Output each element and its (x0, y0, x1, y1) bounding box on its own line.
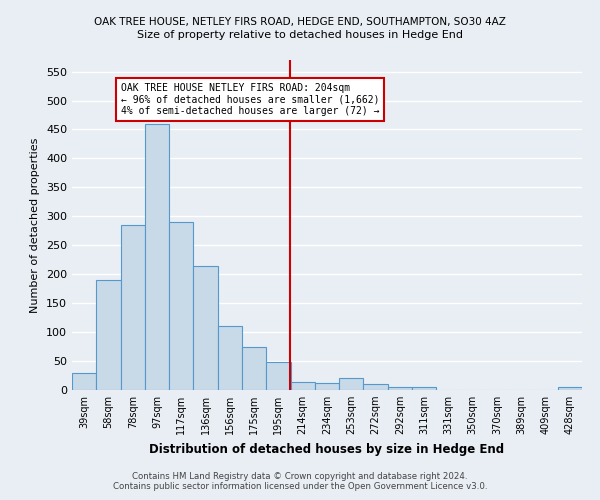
Text: OAK TREE HOUSE, NETLEY FIRS ROAD, HEDGE END, SOUTHAMPTON, SO30 4AZ: OAK TREE HOUSE, NETLEY FIRS ROAD, HEDGE … (94, 18, 506, 28)
Bar (290, 382, 315, 390)
Bar (266, 362, 290, 390)
Text: Contains public sector information licensed under the Open Government Licence v3: Contains public sector information licen… (113, 482, 487, 491)
Bar (364, 384, 388, 390)
Text: Contains HM Land Registry data © Crown copyright and database right 2024.: Contains HM Land Registry data © Crown c… (132, 472, 468, 481)
X-axis label: Distribution of detached houses by size in Hedge End: Distribution of detached houses by size … (149, 442, 505, 456)
Bar (121, 225, 145, 390)
Text: OAK TREE HOUSE NETLEY FIRS ROAD: 204sqm
← 96% of detached houses are smaller (1,: OAK TREE HOUSE NETLEY FIRS ROAD: 204sqm … (121, 83, 379, 116)
Bar (339, 378, 364, 390)
Bar (72, 372, 96, 390)
Bar (412, 387, 436, 390)
Bar (193, 266, 218, 390)
Bar (96, 280, 121, 390)
Bar (315, 383, 339, 390)
Bar (242, 346, 266, 390)
Bar (145, 124, 169, 390)
Y-axis label: Number of detached properties: Number of detached properties (31, 138, 40, 312)
Bar (218, 326, 242, 390)
Bar (169, 222, 193, 390)
Bar (388, 387, 412, 390)
Bar (558, 387, 582, 390)
Text: Size of property relative to detached houses in Hedge End: Size of property relative to detached ho… (137, 30, 463, 40)
